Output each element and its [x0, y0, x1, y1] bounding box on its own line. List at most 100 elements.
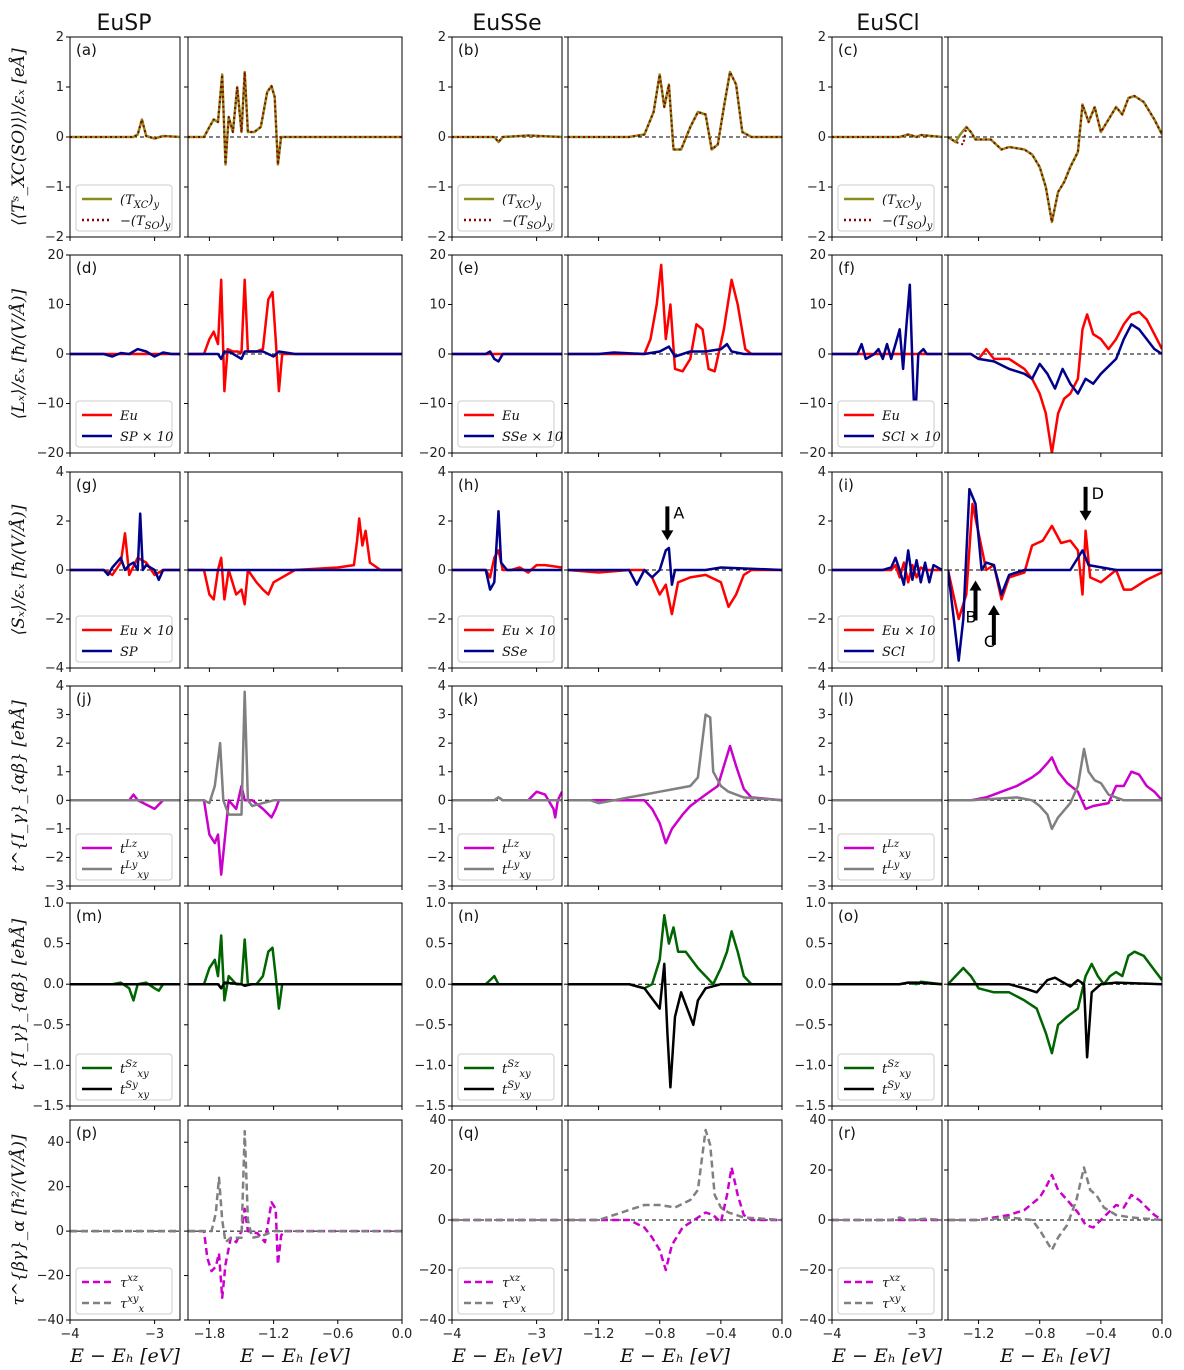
series-line-t-xc-y-0: [70, 118, 180, 140]
panel-label: (m): [76, 907, 102, 925]
y-tick-label: −3: [807, 879, 826, 894]
y-axis-label: ⟨Lₓ⟩/εₓ [ħ/(V/Å)]: [8, 288, 29, 419]
panel-d-left: −20 −10 0 10 20 (d) Eu SP × 10: [37, 248, 181, 461]
y-tick-label: −2: [45, 230, 64, 245]
y-axis-label: t^{I_γ}_{αβ} [eħÅ]: [8, 918, 29, 1090]
panel-c-left: −2 −1 0 1 2 (c) (TXC)y −(TSO)y: [807, 30, 943, 245]
panel-r-right: −1.2 −0.8 −0.4 0.0 E − Eₕ [eV]: [944, 1119, 1172, 1367]
series-line-t-sz-xy-0: [188, 934, 402, 1010]
series-line-eu-0: [948, 310, 1162, 453]
annotation-label: A: [673, 503, 684, 522]
row-3: ⟨Sₓ⟩/εₓ [ħ/(V/Å)] −4 −2 0 2 4 (g) Eu × 10 SP −4 −2…: [8, 465, 1163, 676]
y-tick-label: 2: [818, 736, 826, 751]
axes-frame: [567, 902, 783, 1107]
legend-label: Eu: [501, 409, 520, 424]
y-tick-label: 2: [818, 30, 826, 45]
series-line-s-1: [568, 546, 782, 586]
series-line-xy-x-1: [832, 1216, 942, 1222]
legend-box: [75, 184, 173, 232]
x-tick-label: −0.8: [644, 1327, 676, 1342]
y-tick-label: 0: [438, 347, 446, 362]
legend-label: tSzxy: [882, 1059, 911, 1080]
y-tick-label: 20: [429, 1163, 446, 1178]
y-tick-label: 0.5: [43, 937, 64, 952]
legend-label: tLzxy: [120, 839, 149, 860]
legend-label: τxyx: [120, 1294, 145, 1315]
series-line-t-ly-xy-1: [948, 747, 1162, 831]
y-tick-label: 4: [818, 679, 826, 694]
y-tick-label: 2: [438, 30, 446, 45]
series-line-eu-10-0: [452, 549, 562, 579]
y-tick-label: −1: [45, 180, 64, 195]
y-tick-label: −20: [37, 446, 64, 461]
annotation-a: A: [661, 503, 684, 541]
legend-label: tLyxy: [882, 860, 911, 881]
y-tick-label: 20: [47, 1180, 64, 1195]
y-tick-label: 0.5: [425, 937, 446, 952]
legend-label: τxzx: [120, 1273, 144, 1294]
series-line-10-1: [70, 347, 180, 358]
y-tick-label: 4: [438, 465, 446, 480]
y-tick-label: 40: [47, 1135, 64, 1150]
y-tick-label: 0.0: [43, 977, 64, 992]
legend: Eu SSe × 10: [457, 400, 563, 448]
legend-label: tLzxy: [882, 839, 911, 860]
y-tick-label: 1.0: [43, 896, 64, 911]
y-tick-label: −0.5: [32, 1018, 64, 1033]
y-tick-label: 0: [438, 563, 446, 578]
series-line-t-so-y-1: [452, 134, 562, 143]
panel-n-right: [564, 902, 783, 1110]
y-tick-label: −1.5: [32, 1099, 64, 1114]
legend-label: τxyx: [882, 1294, 907, 1315]
panel-g-right: [184, 471, 403, 672]
panel-label: (a): [76, 41, 97, 59]
y-tick-label: −1: [807, 180, 826, 195]
legend-label: tSzxy: [120, 1059, 149, 1080]
panel-a-right: [184, 36, 403, 241]
y-tick-label: 1: [56, 80, 64, 95]
y-tick-label: 4: [438, 679, 446, 694]
legend: (TXC)y −(TSO)y: [457, 184, 555, 232]
x-tick-label: −1.2: [583, 1327, 615, 1342]
panel-b-left: −2 −1 0 1 2 (b) (TXC)y −(TSO)y: [427, 30, 563, 245]
y-tick-label: −2: [427, 850, 446, 865]
series-line-eu-0: [568, 263, 782, 373]
y-tick-label: −10: [419, 397, 446, 412]
y-tick-label: −1.0: [414, 1058, 446, 1073]
series-line-s-1: [832, 549, 942, 586]
panel-label: (e): [458, 259, 479, 277]
panel-label: (h): [458, 476, 479, 494]
panel-label: (q): [458, 1124, 479, 1142]
panel-label: (o): [838, 907, 859, 925]
legend-label: SP: [120, 645, 138, 660]
legend: Eu SP × 10: [75, 400, 173, 448]
series-line-10-1: [948, 323, 1162, 395]
panel-q-right: −1.2 −0.8 −0.4 0.0 E − Eₕ [eV]: [564, 1119, 792, 1367]
y-tick-label: 3: [56, 708, 64, 723]
legend-label: Eu × 10: [119, 624, 174, 639]
y-tick-label: −2: [45, 612, 64, 627]
panel-e-right: [564, 254, 783, 457]
panel-o-right: [944, 902, 1163, 1110]
y-tick-label: 4: [56, 679, 64, 694]
legend-label: Eu × 10: [881, 624, 936, 639]
y-tick-label: −0.5: [414, 1018, 446, 1033]
row-4: t^{I_γ}_{αβ} [eħÅ]−3−2−101234(j)tLzxytLy…: [8, 679, 1163, 894]
legend-label: SP × 10: [120, 430, 173, 445]
panel-a-left: −2 −1 0 1 2 (a) (TXC)y −(TSO)y: [45, 30, 181, 245]
x-tick-label: 0.0: [392, 1327, 413, 1342]
panel-h-right: A: [564, 471, 783, 672]
panel-label: (p): [76, 1124, 97, 1142]
y-tick-label: 10: [47, 298, 64, 313]
row-1: ⟨⟨Tˢ_XC(SO)⟩⟩/εₓ [eÅ] −2 −1 0 1 2 (a) (TXC)y −(T…: [8, 30, 1163, 245]
